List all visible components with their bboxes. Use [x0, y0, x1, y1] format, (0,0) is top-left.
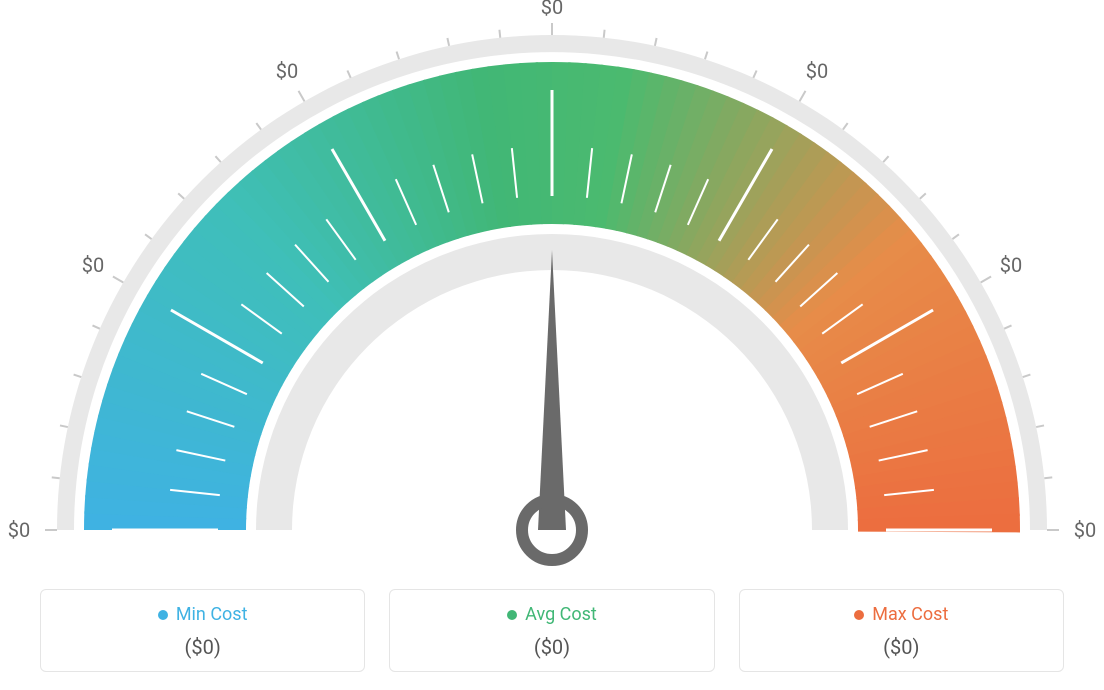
legend-row: Min Cost ($0) Avg Cost ($0) Max Cost ($0) — [40, 589, 1064, 672]
gauge-tick-label: $0 — [806, 59, 828, 83]
legend-value: ($0) — [400, 635, 703, 659]
legend-dot-icon — [854, 610, 864, 620]
gauge-tick-label: $0 — [82, 253, 104, 277]
legend-dot-icon — [507, 610, 517, 620]
gauge-tick-label: $0 — [276, 59, 298, 83]
legend-dot-icon — [158, 610, 168, 620]
legend-label-row: Min Cost — [51, 604, 354, 625]
legend-value: ($0) — [51, 635, 354, 659]
legend-label: Avg Cost — [525, 604, 597, 625]
gauge-svg — [0, 0, 1104, 570]
gauge-area: $0 $0 $0 $0 $0 $0 $0 — [0, 0, 1104, 570]
legend-label-row: Max Cost — [750, 604, 1053, 625]
gauge-tick-label: $0 — [1000, 253, 1022, 277]
legend-box: Avg Cost ($0) — [389, 589, 714, 672]
gauge-tick-label: $0 — [1074, 518, 1096, 542]
cost-gauge-chart: $0$0$0$0$0$0$0 Min Cost($0)Avg Cost($0)M… — [0, 0, 1104, 690]
legend-label: Max Cost — [872, 604, 948, 625]
gauge-tick-label: $0 — [8, 518, 30, 542]
legend-label-row: Avg Cost — [400, 604, 703, 625]
legend-box: Min Cost ($0) — [40, 589, 365, 672]
gauge-tick-label: $0 — [541, 0, 563, 19]
legend-box: Max Cost ($0) — [739, 589, 1064, 672]
legend-value: ($0) — [750, 635, 1053, 659]
legend-label: Min Cost — [176, 604, 248, 625]
